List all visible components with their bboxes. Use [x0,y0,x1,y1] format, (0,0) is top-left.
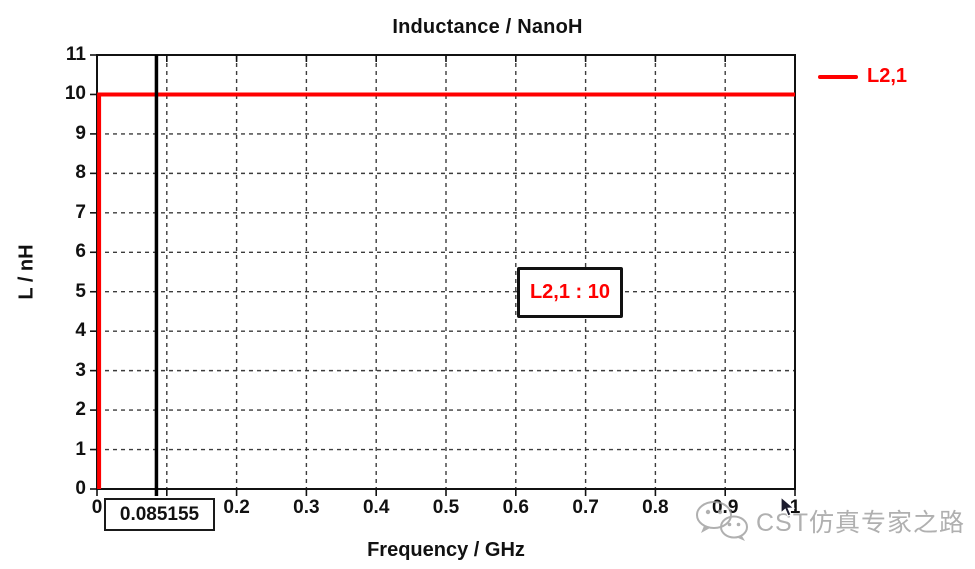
annotation-box[interactable]: L2,1 : 10 [517,267,623,318]
x-tick-label: 1 [789,497,801,518]
y-tick-label: 4 [75,320,86,342]
y-axis-label: L / nH [15,244,38,300]
y-tick-label: 1 [75,438,86,460]
x-tick-label: 0.2 [223,497,250,518]
y-tick-label: 2 [75,399,86,421]
x-tick-label: 0.3 [293,497,320,518]
y-tick-label: 8 [75,162,86,184]
marker-value-box[interactable]: 0.085155 [104,498,215,531]
x-tick-label: 0.9 [711,497,739,518]
chart-title: Inductance / NanoH [392,16,583,38]
mouse-cursor-icon [780,496,796,517]
y-tick-label: 9 [75,122,86,144]
y-tick-label: 6 [75,241,86,263]
y-tick-label: 3 [75,359,86,381]
y-tick-label: 0 [75,478,86,499]
y-tick-label: 5 [75,280,86,302]
x-tick-label: 0.6 [502,497,529,518]
x-tick-label: 0.8 [642,497,669,518]
series-curve-L2,1 [97,92,795,489]
x-tick-label: 0 [91,497,103,518]
y-tick-label: 11 [65,44,86,65]
legend-label: L2,1 [867,65,908,87]
legend: L2,1 [818,65,907,88]
x-tick-label: 0.7 [572,497,599,518]
x-tick-label: 0.5 [432,497,460,518]
y-tick-label: 10 [64,83,86,105]
y-tick-label: 7 [75,201,86,223]
x-tick-label: 0.4 [362,497,390,518]
x-axis-label: Frequency / GHz [367,539,525,561]
legend-line-swatch [818,74,858,79]
